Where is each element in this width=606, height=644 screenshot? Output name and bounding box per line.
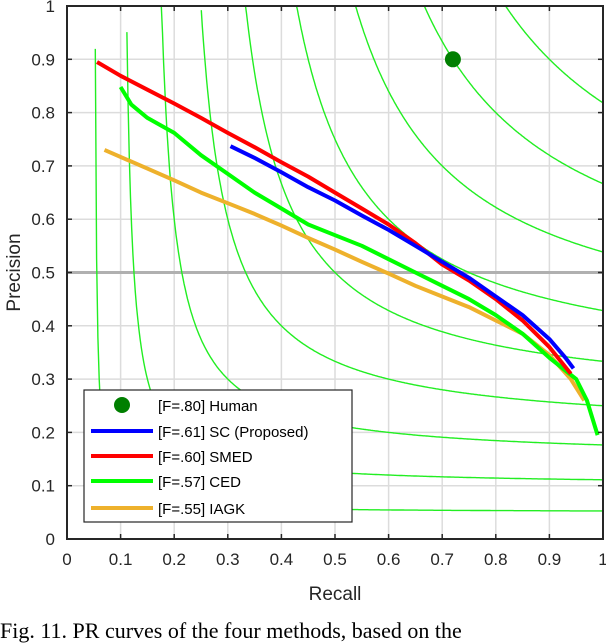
x-axis-label: Recall	[309, 584, 362, 605]
y-tick-label: 0.9	[31, 50, 55, 69]
figure-caption: Fig. 11. PR curves of the four methods, …	[0, 618, 462, 643]
series-sc-proposed	[229, 144, 576, 370]
x-tick-label: 0.9	[538, 550, 562, 569]
series-ced	[118, 85, 600, 436]
iso-f-curve	[200, 10, 604, 407]
x-tick-label: 0.4	[270, 550, 294, 569]
series-iagk	[103, 148, 586, 402]
legend-smed: [F=.60] SMED	[158, 449, 253, 466]
x-tick-label: 0.5	[323, 550, 347, 569]
legend-iagk: [F=.55] IAGK	[158, 501, 245, 518]
x-tick-label: 1	[598, 550, 606, 569]
x-tick-label: 0.1	[109, 550, 133, 569]
y-tick-label: 0.4	[31, 317, 55, 336]
y-tick-label: 0.6	[31, 210, 55, 229]
legend-human: [F=.80] Human	[158, 398, 258, 415]
axis-ticks: 0 0.1 0.2 0.3 0.4 0.5 0.6 0.7 0.8 0.9 1 0 0.1 0.2 0.3 0…	[31, 0, 606, 569]
y-tick-label: 1	[46, 0, 55, 16]
legend-ced: [F=.57] CED	[158, 474, 241, 491]
human-point	[444, 51, 461, 68]
x-tick-label: 0.2	[162, 550, 186, 569]
y-tick-label: 0.7	[31, 157, 55, 176]
y-axis-label: Precision	[4, 233, 25, 311]
x-tick-label: 0	[62, 550, 71, 569]
y-tick-label: 0.1	[31, 477, 55, 496]
legend-human-marker	[114, 397, 130, 413]
human-point-marker	[444, 51, 461, 68]
legend: [F=.80] Human [F=.61] SC (Proposed) [F=.…	[83, 389, 353, 523]
iso-f-curve	[353, 5, 604, 253]
x-tick-label: 0.6	[377, 550, 401, 569]
x-tick-label: 0.8	[484, 550, 508, 569]
iso-f-curve	[499, 5, 604, 104]
data-series	[95, 60, 600, 436]
iso-f-curve	[420, 5, 604, 185]
x-tick-label: 0.7	[430, 550, 454, 569]
x-tick-label: 0.3	[216, 550, 240, 569]
y-tick-label: 0	[46, 530, 55, 549]
series-smed	[95, 60, 573, 376]
y-tick-label: 0.8	[31, 104, 55, 123]
y-tick-label: 0.3	[31, 370, 55, 389]
iso-f-curve	[160, 5, 604, 446]
y-tick-label: 0.2	[31, 423, 55, 442]
legend-sc: [F=.61] SC (Proposed)	[158, 424, 308, 441]
iso-f-curve	[295, 5, 604, 312]
y-tick-label: 0.5	[31, 264, 55, 283]
